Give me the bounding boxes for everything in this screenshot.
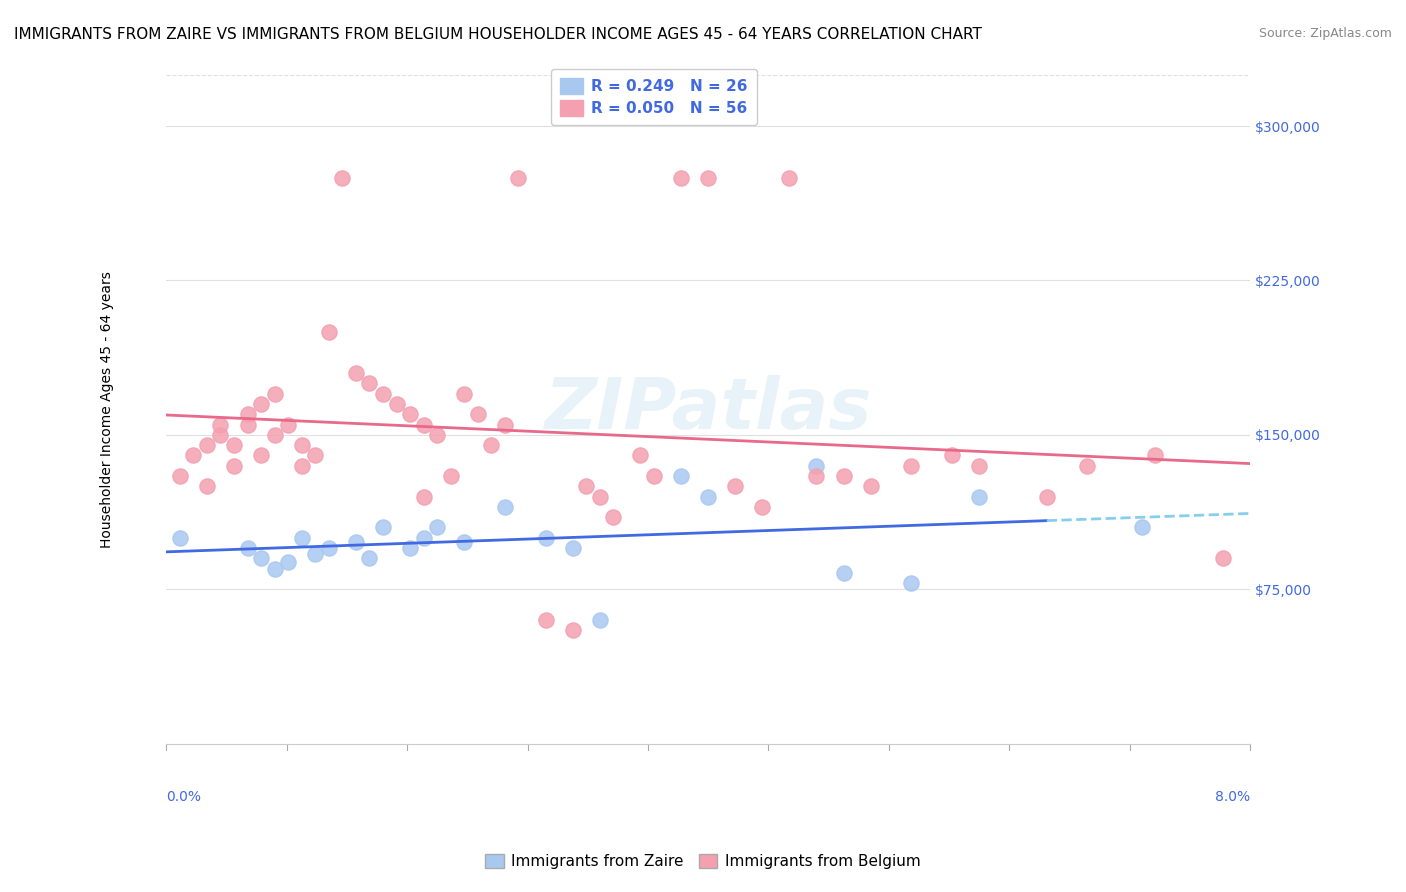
- Text: Source: ZipAtlas.com: Source: ZipAtlas.com: [1258, 27, 1392, 40]
- Point: [412, 531, 434, 545]
- Point: [169, 469, 191, 483]
- Point: [209, 427, 232, 442]
- Point: [222, 458, 245, 473]
- Point: [277, 417, 299, 432]
- Legend: R = 0.249   N = 26, R = 0.050   N = 56: R = 0.249 N = 26, R = 0.050 N = 56: [551, 69, 756, 125]
- Point: [859, 479, 882, 493]
- Point: [494, 417, 516, 432]
- Point: [291, 531, 314, 545]
- Point: [318, 325, 340, 339]
- Point: [589, 613, 612, 627]
- Point: [318, 541, 340, 555]
- Point: [1036, 490, 1059, 504]
- Text: IMMIGRANTS FROM ZAIRE VS IMMIGRANTS FROM BELGIUM HOUSEHOLDER INCOME AGES 45 - 64: IMMIGRANTS FROM ZAIRE VS IMMIGRANTS FROM…: [14, 27, 981, 42]
- Point: [508, 170, 530, 185]
- Point: [250, 397, 273, 411]
- Point: [751, 500, 773, 514]
- Point: [426, 520, 449, 534]
- Point: [169, 531, 191, 545]
- Point: [209, 417, 232, 432]
- Point: [602, 510, 624, 524]
- Point: [453, 386, 475, 401]
- Point: [900, 458, 922, 473]
- Text: Householder Income Ages 45 - 64 years: Householder Income Ages 45 - 64 years: [100, 270, 114, 548]
- Point: [277, 556, 299, 570]
- Point: [967, 490, 990, 504]
- Point: [399, 541, 422, 555]
- Point: [697, 490, 720, 504]
- Point: [1212, 551, 1234, 566]
- Point: [236, 541, 259, 555]
- Point: [304, 547, 326, 561]
- Text: 0.0%: 0.0%: [166, 790, 201, 805]
- Point: [412, 417, 434, 432]
- Point: [263, 561, 285, 575]
- Point: [589, 490, 612, 504]
- Point: [440, 469, 463, 483]
- Point: [494, 500, 516, 514]
- Point: [575, 479, 598, 493]
- Point: [344, 534, 367, 549]
- Point: [344, 366, 367, 380]
- Point: [1076, 458, 1098, 473]
- Point: [561, 624, 583, 638]
- Point: [263, 427, 285, 442]
- Point: [1130, 520, 1153, 534]
- Point: [195, 438, 218, 452]
- Point: [236, 417, 259, 432]
- Point: [643, 469, 665, 483]
- Point: [412, 490, 434, 504]
- Point: [183, 449, 205, 463]
- Point: [371, 386, 394, 401]
- Point: [669, 469, 692, 483]
- Point: [291, 438, 314, 452]
- Point: [250, 449, 273, 463]
- Point: [806, 458, 828, 473]
- Point: [806, 469, 828, 483]
- Point: [724, 479, 747, 493]
- Point: [263, 386, 285, 401]
- Point: [359, 376, 381, 391]
- Legend: Immigrants from Zaire, Immigrants from Belgium: Immigrants from Zaire, Immigrants from B…: [479, 848, 927, 875]
- Point: [236, 407, 259, 421]
- Point: [832, 566, 855, 580]
- Point: [561, 541, 583, 555]
- Point: [222, 438, 245, 452]
- Point: [669, 170, 692, 185]
- Point: [479, 438, 502, 452]
- Point: [534, 531, 557, 545]
- Text: 8.0%: 8.0%: [1215, 790, 1250, 805]
- Point: [900, 576, 922, 591]
- Point: [967, 458, 990, 473]
- Point: [832, 469, 855, 483]
- Point: [467, 407, 489, 421]
- Point: [399, 407, 422, 421]
- Point: [941, 449, 963, 463]
- Point: [332, 170, 354, 185]
- Point: [385, 397, 408, 411]
- Point: [453, 534, 475, 549]
- Point: [534, 613, 557, 627]
- Point: [291, 458, 314, 473]
- Point: [359, 551, 381, 566]
- Text: ZIPatlas: ZIPatlas: [544, 375, 872, 443]
- Point: [426, 427, 449, 442]
- Point: [304, 449, 326, 463]
- Point: [697, 170, 720, 185]
- Point: [250, 551, 273, 566]
- Point: [628, 449, 651, 463]
- Point: [371, 520, 394, 534]
- Point: [778, 170, 800, 185]
- Point: [195, 479, 218, 493]
- Point: [1144, 449, 1167, 463]
